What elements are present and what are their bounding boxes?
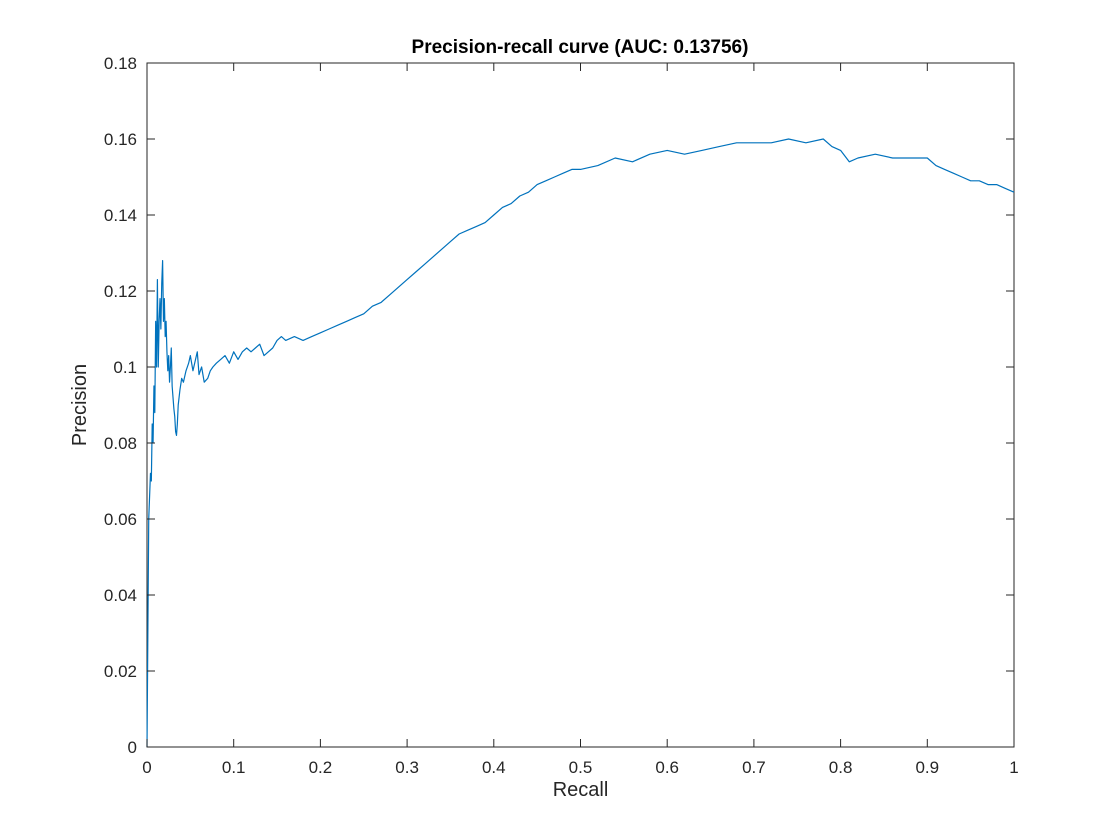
y-tick-label: 0.12 bbox=[104, 282, 137, 301]
x-tick-label: 0.3 bbox=[395, 758, 419, 777]
y-tick-label: 0.06 bbox=[104, 510, 137, 529]
x-tick-label: 0 bbox=[142, 758, 151, 777]
x-tick-label: 0.5 bbox=[569, 758, 593, 777]
y-tick-label: 0.04 bbox=[104, 586, 137, 605]
x-tick-label: 0.9 bbox=[915, 758, 939, 777]
y-tick-label: 0 bbox=[128, 738, 137, 757]
y-tick-label: 0.02 bbox=[104, 662, 137, 681]
y-tick-label: 0.08 bbox=[104, 434, 137, 453]
y-axis-label: Precision bbox=[69, 364, 91, 446]
y-tick-label: 0.16 bbox=[104, 130, 137, 149]
y-tick-label: 0.1 bbox=[113, 358, 137, 377]
x-axis-ticks: 0 0.1 0.2 0.3 0.4 0.5 0.6 0.7 0.8 0.9 1 bbox=[142, 63, 1019, 777]
precision-recall-curve bbox=[146, 138, 1015, 748]
x-tick-label: 0.4 bbox=[482, 758, 506, 777]
chart-title: Precision-recall curve (AUC: 0.13756) bbox=[412, 37, 749, 58]
x-tick-label: 0.6 bbox=[655, 758, 679, 777]
x-axis-label: Recall bbox=[553, 779, 609, 801]
x-tick-label: 0.1 bbox=[222, 758, 246, 777]
y-tick-label: 0.18 bbox=[104, 54, 137, 73]
x-tick-label: 0.8 bbox=[829, 758, 853, 777]
y-tick-label: 0.14 bbox=[104, 206, 137, 225]
x-tick-label: 0.2 bbox=[309, 758, 333, 777]
x-tick-label: 0.7 bbox=[742, 758, 766, 777]
x-tick-label: 1 bbox=[1009, 758, 1018, 777]
y-axis-ticks: 0 0.02 0.04 0.06 0.08 0.1 0.12 0.14 0.16 0.18 bbox=[104, 54, 1014, 757]
